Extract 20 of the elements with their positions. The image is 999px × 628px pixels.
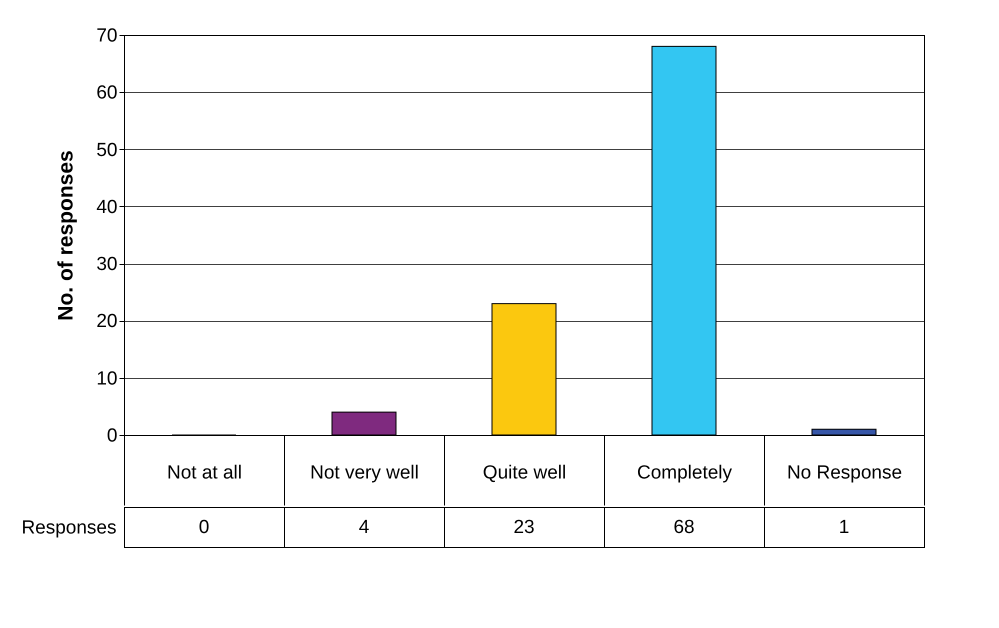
y-tick-label: 10	[96, 368, 118, 390]
y-tick-label: 60	[96, 82, 118, 104]
data-label: 23	[513, 517, 535, 538]
data-label: 1	[838, 517, 850, 538]
x-tick-label: Quite well	[482, 462, 566, 484]
data-label: 68	[673, 517, 695, 538]
y-tick-label: 50	[96, 140, 118, 161]
y-tick-label: 0	[106, 426, 118, 446]
x-tick-label: Completely	[636, 462, 733, 484]
y-tick-label: 20	[96, 311, 118, 332]
x-tick-label: No Response	[786, 462, 902, 484]
data-label: 4	[358, 517, 370, 538]
y-tick-label: 30	[96, 254, 118, 276]
y-tick-label: 70	[96, 26, 118, 46]
x-tick-label: Not at all	[167, 462, 242, 484]
y-axis-title: No. of responses	[54, 150, 78, 321]
y-tick-label: 40	[96, 196, 118, 218]
text: Responses	[21, 518, 116, 538]
x-tick-label: Not very well	[310, 462, 419, 484]
data-label: 0	[198, 517, 210, 538]
